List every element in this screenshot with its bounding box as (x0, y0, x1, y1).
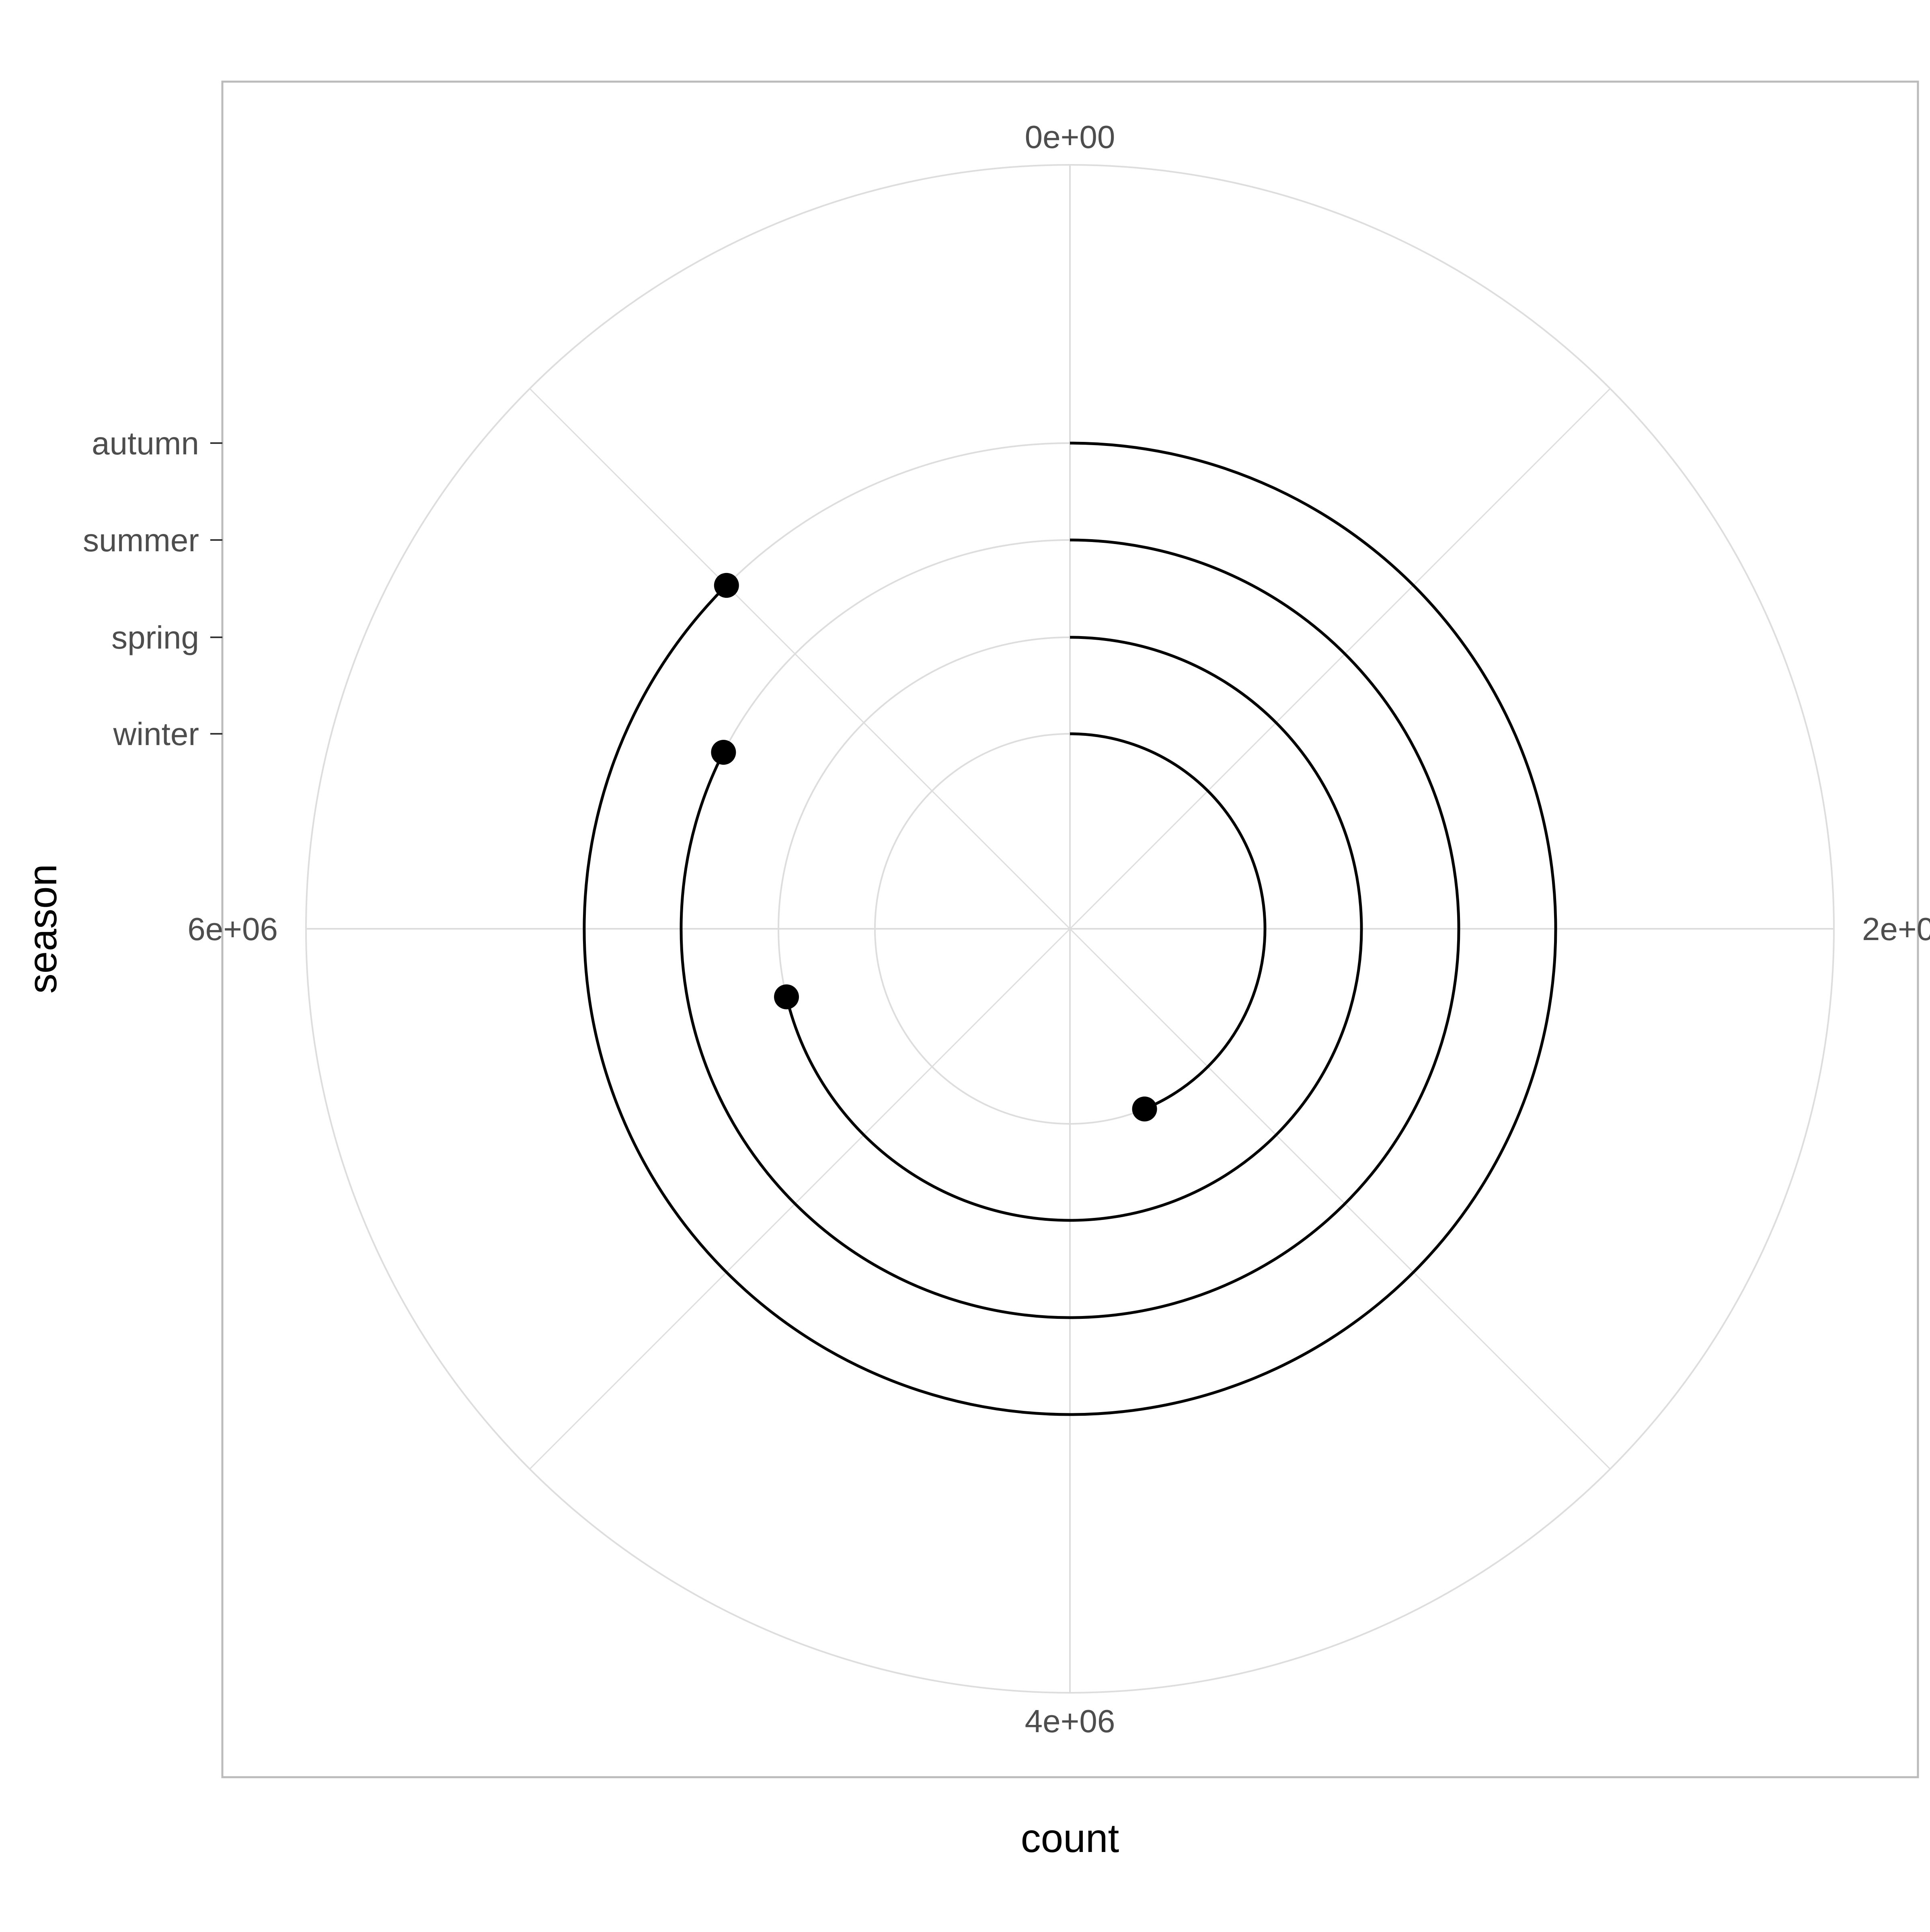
r-tick-label-spring: spring (111, 620, 199, 655)
r-tick-label-summer: summer (83, 522, 199, 558)
theta-tick-label-2: 4e+06 (1025, 1703, 1115, 1739)
r-tick-label-winter: winter (113, 716, 199, 752)
data-point-summer (711, 740, 736, 765)
theta-tick-label-1: 2e+06 (1862, 911, 1930, 947)
theta-tick-label-3: 6e+06 (187, 911, 278, 947)
grid-layer (306, 165, 1834, 1693)
y-axis-title: season (20, 864, 65, 994)
r-tick-label-autumn: autumn (92, 425, 199, 461)
theta-tick-label-0: 0e+00 (1025, 119, 1115, 155)
data-point-spring (774, 984, 799, 1009)
x-axis-title: count (1021, 1816, 1119, 1861)
data-point-autumn (714, 573, 739, 598)
data-point-winter (1132, 1096, 1157, 1121)
